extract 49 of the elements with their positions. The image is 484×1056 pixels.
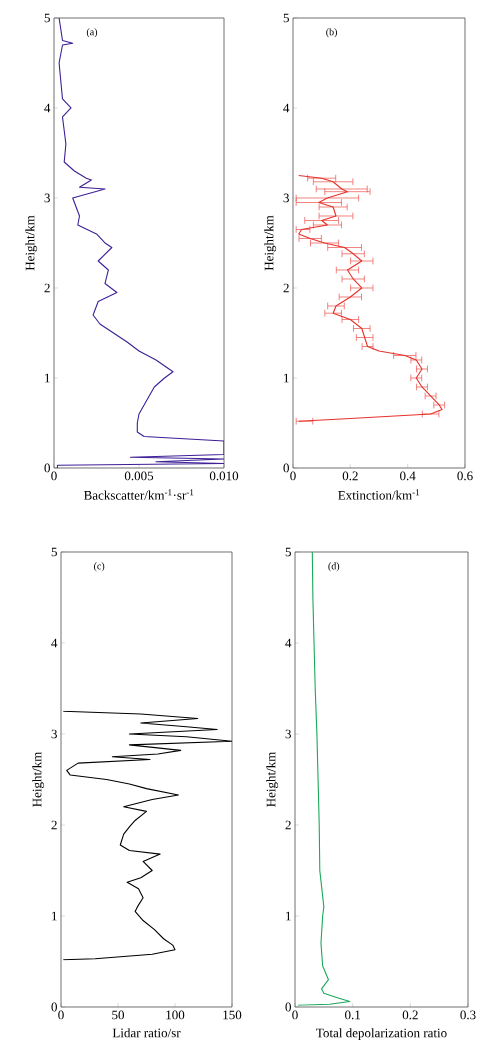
y-tick-label: 0 — [44, 463, 50, 473]
y-tick-label: 2 — [44, 283, 50, 293]
y-tick-label: 3 — [285, 729, 291, 739]
y-axis-title: Height/km — [32, 751, 45, 807]
y-tick-label: 2 — [285, 820, 291, 830]
line-series — [62, 710, 232, 961]
y-tick-label: 4 — [285, 638, 292, 648]
annotation: (a) — [86, 28, 98, 38]
y-tick-label: 4 — [44, 103, 51, 113]
x-tick-label: 0.4 — [400, 471, 416, 481]
x-tick-label: 100 — [166, 1010, 185, 1020]
y-tick-label: 1 — [284, 373, 289, 383]
y-tick-label: 5 — [283, 13, 289, 23]
y-tick-label: 1 — [45, 373, 50, 383]
y-axis-title: Height/km — [266, 751, 279, 807]
x-tick-label: 0.010 — [209, 471, 239, 481]
y-tick-label: 1 — [286, 911, 291, 921]
y-tick-label: 3 — [44, 193, 50, 203]
x-tick-label: 0.3 — [460, 1010, 476, 1020]
x-axis-title: Extinction/km$^{-1}$ — [338, 489, 420, 500]
annotation: (c) — [94, 562, 105, 572]
y-tick-label: 0 — [283, 463, 289, 473]
y-tick-label: 5 — [285, 547, 291, 557]
y-tick-label: 0 — [51, 1002, 57, 1012]
x-tick-label: 0.005 — [124, 471, 154, 481]
y-tick-label: 4 — [283, 103, 290, 113]
annotation: (b) — [326, 28, 337, 38]
y-tick-label: 5 — [51, 547, 57, 557]
x-tick-label: 50 — [112, 1010, 125, 1020]
x-axis-title: Backscatter/km$^{-1}$·sr$^{-1}$ — [84, 489, 194, 500]
y-axis-title: Height/km — [264, 215, 277, 271]
x-axis-title: Total depolarization ratio — [316, 1028, 447, 1041]
y-tick-label: 2 — [51, 820, 57, 830]
x-tick-label: 0.1 — [345, 1010, 361, 1020]
x-tick-label: 150 — [223, 1010, 242, 1020]
y-tick-label: 5 — [44, 13, 50, 23]
x-axis-title: Lidar ratio/sr — [112, 1028, 181, 1038]
x-tick-label: 0.2 — [402, 1010, 418, 1020]
y-tick-label: 4 — [51, 638, 58, 648]
line-series — [56, 17, 224, 468]
x-tick-label: 0.2 — [342, 471, 358, 481]
y-tick-label: 3 — [283, 193, 289, 203]
y-tick-label: 3 — [51, 729, 57, 739]
y-axis-title: Height/km — [25, 215, 38, 271]
y-tick-label: 0 — [285, 1002, 291, 1012]
x-tick-label: 0.6 — [457, 471, 473, 481]
y-tick-label: 2 — [283, 283, 289, 293]
annotation: (d) — [328, 562, 340, 572]
y-tick-label: 1 — [52, 911, 57, 921]
